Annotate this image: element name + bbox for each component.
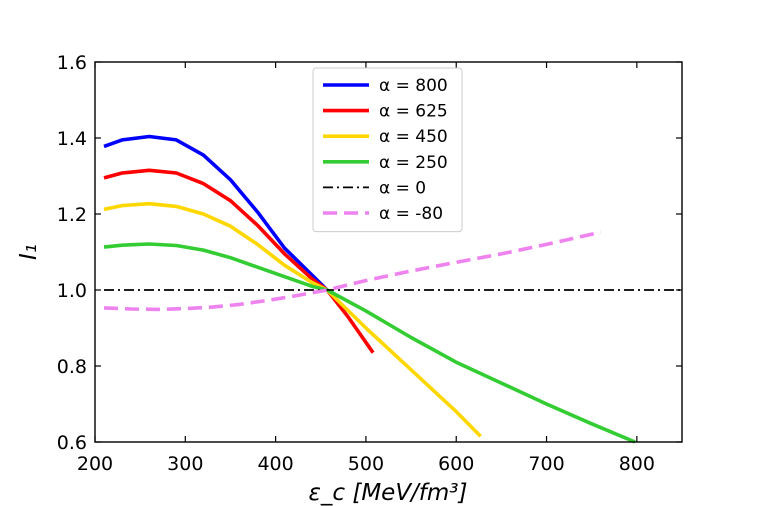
x-tick-label: 300 [167,453,203,475]
x-tick-label: 400 [257,453,293,475]
legend-label: α = -80 [379,204,443,224]
series-line-3 [103,201,482,438]
y-tick-label: 0.8 [57,356,87,378]
legend-label: α = 625 [379,102,448,122]
x-tick-label: 800 [619,453,655,475]
x-axis-title: ε_c [MeV/fm³] [308,480,467,506]
series-line-6 [103,230,602,312]
y-tick-label: 1.6 [57,52,87,74]
legend-label: α = 250 [379,153,448,173]
legend-label: α = 800 [379,76,448,96]
legend-label: α = 0 [379,178,426,198]
series-line-4 [103,242,636,444]
plot-frame [94,61,683,443]
x-tick-label: 700 [528,453,564,475]
legend: α = 800 α = 625 α = 450 α = 250 α = 0 α = -80 [312,67,463,233]
x-tick-label: 500 [348,453,384,475]
y-tick-label: 1.0 [57,280,87,302]
series-line-1 [103,134,329,292]
y-tick-label: 0.6 [57,432,87,454]
y-tick-label: 1.4 [57,128,87,150]
axis-ticks: 200 300 400 500 600 700 800 0.6 0.8 1.0 1.2 1.4 1.6 [57,52,682,475]
x-tick-label: 200 [77,453,113,475]
y-tick-label: 1.2 [57,204,87,226]
legend-label: α = 450 [379,127,448,147]
plot-lines [103,134,682,444]
y-axis-title: I₁ [16,244,42,260]
x-tick-label: 600 [438,453,474,475]
